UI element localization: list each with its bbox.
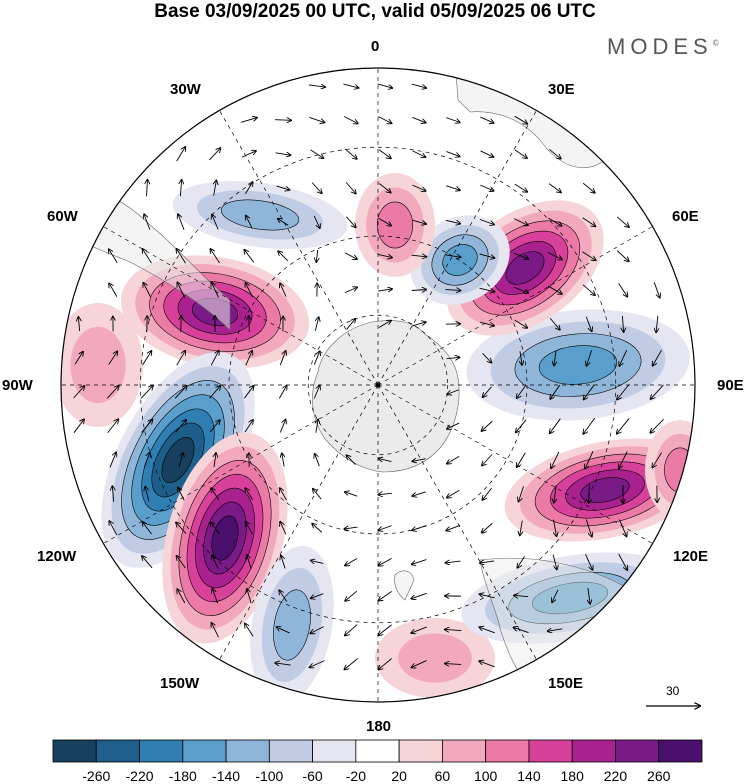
reference-vector-label: 30 xyxy=(666,684,679,698)
lon-label-120e: 120E xyxy=(673,548,708,565)
colorbar-swatch xyxy=(442,740,485,762)
lon-label-150w: 150W xyxy=(160,675,199,692)
colorbar-tick-label: -260 xyxy=(82,768,110,784)
lon-label-30e: 30E xyxy=(548,81,575,98)
colorbar-swatch xyxy=(572,740,615,762)
colorbar-swatch xyxy=(269,740,312,762)
lon-label-0: 0 xyxy=(371,38,379,55)
colorbar-swatch xyxy=(529,740,572,762)
colorbar-tick-label: 60 xyxy=(435,768,451,784)
lon-label-90e: 90E xyxy=(717,377,744,394)
colorbar-swatch xyxy=(53,740,96,762)
colorbar-tick-label: -20 xyxy=(346,768,366,784)
colorbar-tick-label: -220 xyxy=(126,768,154,784)
colorbar-tick-label: -180 xyxy=(169,768,197,784)
positive-anomaly-contour xyxy=(664,448,695,492)
colorbar-swatch xyxy=(313,740,356,762)
lon-label-150e: 150E xyxy=(548,675,583,692)
lon-label-60e: 60E xyxy=(672,208,699,225)
colorbar-swatch xyxy=(615,740,658,762)
positive-anomaly-contour xyxy=(398,633,472,682)
lon-label-60w: 60W xyxy=(47,208,78,225)
lon-label-120w: 120W xyxy=(37,548,76,565)
colorbar-swatch xyxy=(659,740,702,762)
lon-label-90w: 90W xyxy=(2,377,33,394)
colorbar-swatch xyxy=(183,740,226,762)
colorbar-tick-label: 220 xyxy=(604,768,627,784)
colorbar-tick-label: -60 xyxy=(302,768,322,784)
colorbar-tick-label: 100 xyxy=(474,768,497,784)
colorbar-tick-label: 260 xyxy=(647,768,670,784)
south-pole-marker xyxy=(376,383,381,388)
lon-label-180: 180 xyxy=(366,718,391,735)
colorbar-tick-label: 20 xyxy=(391,768,407,784)
colorbar-tick-label: 140 xyxy=(517,768,540,784)
colorbar-tick-label: 180 xyxy=(561,768,584,784)
positive-anomaly-contour xyxy=(70,327,125,403)
colorbar xyxy=(53,740,702,762)
colorbar-swatch xyxy=(356,740,399,762)
colorbar-swatch xyxy=(399,740,442,762)
colorbar-tick-label: -100 xyxy=(255,768,283,784)
positive-anomaly-contour xyxy=(377,202,413,248)
colorbar-swatch xyxy=(226,740,269,762)
colorbar-swatch xyxy=(486,740,529,762)
colorbar-swatch xyxy=(140,740,183,762)
colorbar-swatch xyxy=(96,740,139,762)
lon-label-30w: 30W xyxy=(170,81,201,98)
colorbar-tick-label: -140 xyxy=(212,768,240,784)
